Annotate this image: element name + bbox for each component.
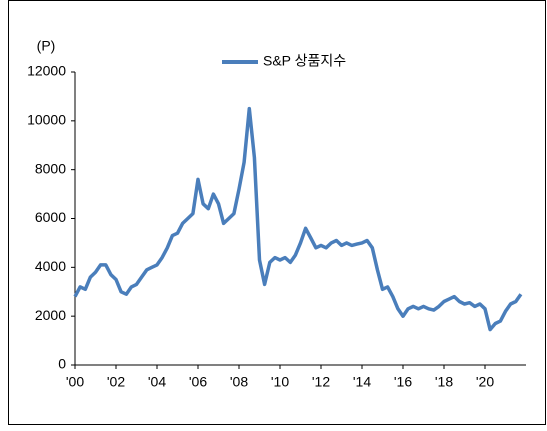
x-tick-label: '04: [148, 374, 166, 390]
x-tick-label: '00: [66, 374, 84, 390]
x-tick-label: '10: [271, 374, 289, 390]
x-tick-label: '02: [107, 374, 125, 390]
y-unit: (P): [37, 38, 56, 54]
y-tick-label: 8000: [35, 160, 66, 176]
data-line: [73, 106, 523, 332]
y-tick-label: 10000: [27, 112, 66, 128]
x-tick-label: '12: [312, 374, 330, 390]
x-tick-label: '06: [189, 374, 207, 390]
legend-label: S&P 상품지수: [263, 53, 346, 69]
frame: [8, 0, 546, 425]
x-tick-label: '18: [435, 374, 453, 390]
y-tick-label: 0: [58, 356, 66, 372]
x-tick-label: '20: [476, 374, 494, 390]
y-tick-label: 2000: [35, 307, 66, 323]
x-tick-label: '16: [394, 374, 412, 390]
y-tick-label: 4000: [35, 258, 66, 274]
x-tick-label: '08: [230, 374, 248, 390]
x-tick-label: '14: [353, 374, 371, 390]
y-tick-label: 12000: [27, 63, 66, 79]
y-tick-label: 6000: [35, 209, 66, 225]
